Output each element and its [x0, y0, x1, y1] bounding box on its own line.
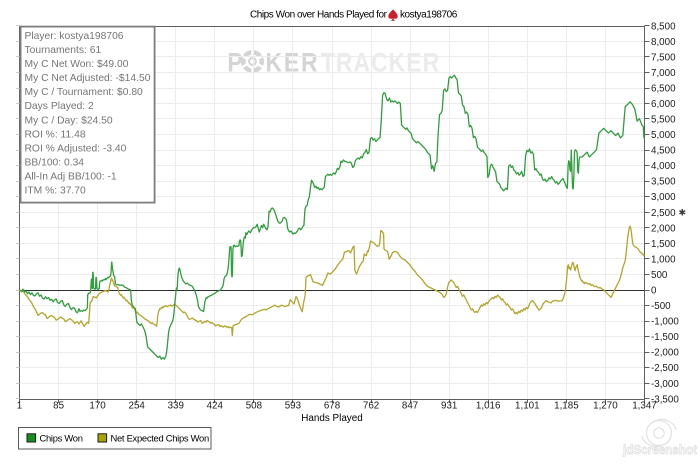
- svg-text:TRACKER: TRACKER: [321, 48, 440, 78]
- svg-text:P: P: [227, 48, 242, 78]
- svg-text:kostya198706: kostya198706: [400, 9, 458, 20]
- svg-text:✱: ✱: [679, 208, 687, 218]
- svg-text:8,000: 8,000: [651, 37, 676, 48]
- svg-text:1,016: 1,016: [476, 400, 501, 411]
- svg-text:Days Played: 2: Days Played: 2: [25, 101, 95, 112]
- svg-text:-1,000: -1,000: [651, 317, 679, 328]
- svg-text:-3,000: -3,000: [651, 379, 679, 390]
- svg-text:-3,500: -3,500: [651, 394, 679, 405]
- svg-text:6,500: 6,500: [651, 84, 676, 95]
- svg-text:ROI %: 11.48: ROI %: 11.48: [25, 129, 86, 140]
- svg-text:3,500: 3,500: [651, 177, 676, 188]
- svg-text:4,500: 4,500: [651, 146, 676, 157]
- svg-text:ITM %: 37.70: ITM %: 37.70: [25, 186, 87, 197]
- svg-text:Net Expected Chips Won: Net Expected Chips Won: [111, 433, 209, 444]
- svg-text:339: 339: [168, 400, 184, 411]
- svg-text:7,500: 7,500: [651, 52, 676, 63]
- svg-text:5,000: 5,000: [651, 130, 676, 141]
- svg-text:1,500: 1,500: [651, 239, 676, 250]
- svg-text:Player: kostya198706: Player: kostya198706: [25, 31, 124, 42]
- svg-text:BB/100: 0.34: BB/100: 0.34: [25, 158, 85, 169]
- svg-text:847: 847: [402, 400, 418, 411]
- svg-text:-2,500: -2,500: [651, 363, 679, 374]
- svg-text:Hands Played: Hands Played: [301, 413, 362, 424]
- svg-text:1,270: 1,270: [593, 400, 618, 411]
- svg-text:My C Net Won: $49.00: My C Net Won: $49.00: [25, 59, 129, 70]
- svg-text:Chips Won over Hands Played fo: Chips Won over Hands Played for: [250, 9, 388, 20]
- svg-text:2,500: 2,500: [651, 208, 676, 219]
- svg-text:170: 170: [89, 400, 106, 411]
- svg-text:1,000: 1,000: [651, 254, 676, 265]
- svg-text:931: 931: [441, 400, 457, 411]
- svg-text:All-In Adj BB/100: -1: All-In Adj BB/100: -1: [25, 172, 117, 183]
- svg-text:My C / Day: $24.50: My C / Day: $24.50: [25, 115, 113, 126]
- svg-text:500: 500: [651, 270, 668, 281]
- svg-text:Chips Won: Chips Won: [40, 433, 83, 444]
- svg-text:Tournaments: 61: Tournaments: 61: [25, 45, 102, 56]
- svg-text:My C / Tournament: $0.80: My C / Tournament: $0.80: [25, 87, 144, 98]
- svg-text:508: 508: [246, 400, 263, 411]
- svg-text:254: 254: [129, 400, 146, 411]
- svg-text:1,101: 1,101: [515, 400, 540, 411]
- svg-text:1,185: 1,185: [554, 400, 579, 411]
- svg-text:7,000: 7,000: [651, 68, 676, 79]
- svg-text:1,347: 1,347: [632, 400, 657, 411]
- svg-text:85: 85: [53, 400, 64, 411]
- svg-text:762: 762: [363, 400, 379, 411]
- svg-text:6,000: 6,000: [651, 99, 676, 110]
- svg-text:ROI % Adjusted: -3.40: ROI % Adjusted: -3.40: [25, 143, 127, 154]
- svg-text:3,000: 3,000: [651, 192, 676, 203]
- svg-text:593: 593: [285, 400, 302, 411]
- svg-text:4,000: 4,000: [651, 161, 676, 172]
- svg-text:2,000: 2,000: [651, 223, 676, 234]
- svg-text:-500: -500: [651, 301, 671, 312]
- svg-text:8,500: 8,500: [651, 21, 676, 32]
- svg-text:678: 678: [324, 400, 341, 411]
- svg-text:-2,000: -2,000: [651, 348, 679, 359]
- svg-text:My C Net Adjusted: -$14.50: My C Net Adjusted: -$14.50: [25, 73, 151, 84]
- svg-text:jdScreenshot: jdScreenshot: [622, 442, 697, 457]
- svg-text:-1,500: -1,500: [651, 332, 679, 343]
- svg-text:0: 0: [651, 286, 657, 297]
- svg-text:5,500: 5,500: [651, 115, 676, 126]
- svg-text:424: 424: [207, 400, 224, 411]
- svg-text:1: 1: [17, 400, 22, 411]
